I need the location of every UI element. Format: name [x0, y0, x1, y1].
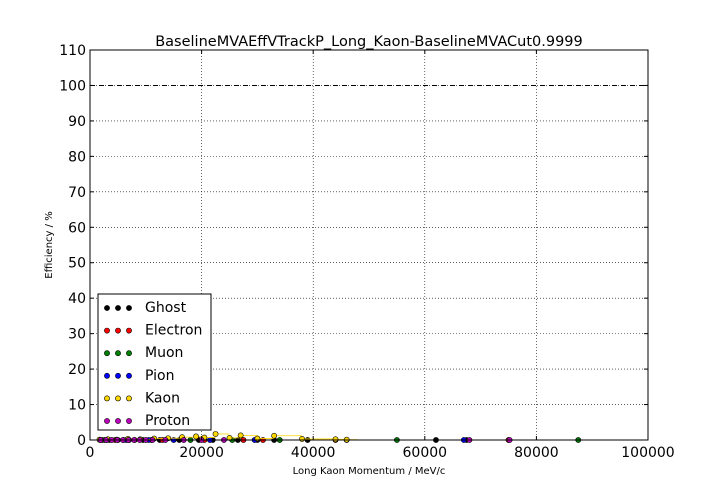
legend-marker-muon — [115, 350, 121, 357]
x-tick-label: 40000 — [291, 445, 336, 461]
x-tick-label: 0 — [86, 445, 95, 461]
y-tick-label: 20 — [68, 362, 86, 378]
legend: Ghost Electron Muon Pion Kaon Proton — [97, 293, 212, 431]
legend-label-muon: Muon — [145, 345, 183, 361]
legend-marker-pion — [126, 372, 132, 379]
legend-marker-electron — [104, 327, 110, 334]
y-tick-label: 50 — [68, 256, 86, 272]
legend-box — [97, 293, 212, 431]
legend-marker-kaon — [115, 395, 121, 402]
legend-label-electron: Electron — [145, 323, 202, 339]
point-kaon — [193, 433, 199, 440]
y-tick-label: 70 — [68, 185, 86, 201]
y-tick-label: 90 — [68, 114, 86, 130]
point-kaon — [271, 432, 278, 439]
chart-title: BaselineMVAEffVTrackP_Long_Kaon-Baseline… — [155, 34, 583, 50]
legend-marker-kaon — [104, 395, 110, 402]
y-tick-label: 110 — [59, 43, 86, 59]
y-tick-label: 80 — [68, 149, 86, 165]
legend-marker-pion — [104, 372, 110, 379]
legend-marker-proton — [115, 418, 121, 424]
point-kaon — [332, 436, 339, 443]
y-tick-label: 40 — [68, 291, 86, 307]
grid — [90, 50, 648, 440]
x-tick-label: 60000 — [403, 445, 448, 461]
legend-label-kaon: Kaon — [145, 390, 180, 406]
x-tick-label: 80000 — [514, 445, 559, 461]
x-tick-label: 20000 — [179, 445, 224, 461]
y-tick-label: 30 — [68, 327, 86, 343]
legend-marker-muon — [126, 350, 132, 357]
point-kaon — [212, 431, 219, 437]
legend-marker-electron — [115, 327, 121, 334]
legend-marker-ghost — [126, 305, 132, 311]
legend-label-ghost: Ghost — [145, 300, 187, 316]
axis-ticks: 0 20000 40000 60000 80000 100000 0 10 20 30 40 50 60… — [59, 43, 674, 461]
y-axis-label: Efficiency / % — [44, 211, 55, 278]
y-tick-label: 60 — [68, 220, 86, 236]
point-kaon — [237, 432, 244, 439]
x-tick-label: 100000 — [621, 445, 674, 461]
legend-marker-ghost — [115, 305, 121, 311]
legend-marker-proton — [126, 418, 132, 424]
legend-marker-kaon — [126, 395, 132, 402]
y-tick-label: 10 — [68, 398, 86, 414]
point-kaon — [299, 436, 305, 442]
legend-marker-muon — [104, 350, 110, 357]
legend-label-proton: Proton — [145, 413, 190, 429]
legend-marker-electron — [126, 327, 132, 334]
legend-marker-ghost — [104, 305, 110, 311]
legend-marker-proton — [104, 418, 110, 424]
x-axis-label: Long Kaon Momentum / MeV/c — [293, 466, 446, 477]
legend-label-pion: Pion — [145, 368, 174, 384]
legend-marker-pion — [115, 372, 121, 379]
y-tick-label: 0 — [77, 433, 86, 449]
plot-frame — [89, 49, 649, 441]
y-tick-label: 100 — [59, 78, 86, 94]
